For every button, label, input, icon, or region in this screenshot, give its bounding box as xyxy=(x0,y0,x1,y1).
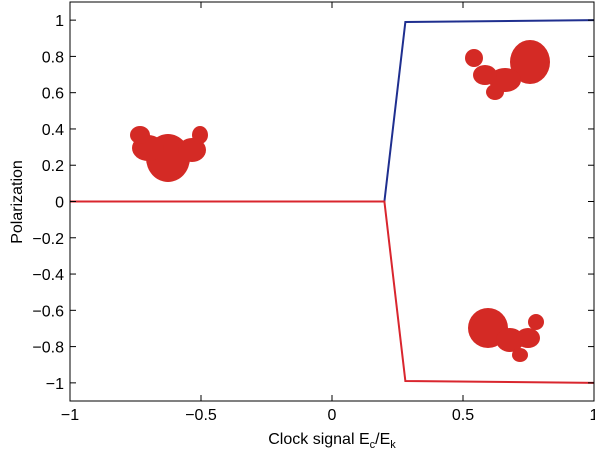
y-tick-label: −0.2 xyxy=(32,231,64,248)
x-tick-label: −0.5 xyxy=(185,407,217,424)
y-tick-label: −0.6 xyxy=(32,303,64,320)
y-tick-label: −1 xyxy=(46,376,64,393)
y-axis-label: Polarization xyxy=(9,160,26,244)
y-tick-label: 0.6 xyxy=(42,86,64,103)
y-tick-label: 0.2 xyxy=(42,158,64,175)
x-axis-label-part: Clock signal E xyxy=(268,431,369,448)
molecule-upper-right xyxy=(465,40,550,100)
x-tick-label: −1 xyxy=(61,407,79,424)
y-tick-label: 1 xyxy=(55,13,64,30)
x-axis-label: Clock signal Ec/Ek xyxy=(268,431,396,451)
x-tick-label: 1 xyxy=(590,407,595,424)
line-series xyxy=(70,200,595,384)
x-tick-label: 0.5 xyxy=(452,407,474,424)
x-axis-label-part: /E xyxy=(375,431,390,448)
y-tick-label: 0.4 xyxy=(42,122,64,139)
x-tick-label: 0 xyxy=(328,407,337,424)
x-axis-label-subscript: c xyxy=(370,439,376,451)
molecule-lower-right xyxy=(468,308,544,362)
x-axis-label-subscript: k xyxy=(390,439,396,451)
y-tick-label: 0.8 xyxy=(42,49,64,66)
y-tick-label: −0.4 xyxy=(32,267,64,284)
molecule-left xyxy=(130,126,208,182)
y-tick-label: 0 xyxy=(55,195,64,212)
y-tick-label: −0.8 xyxy=(32,340,64,357)
